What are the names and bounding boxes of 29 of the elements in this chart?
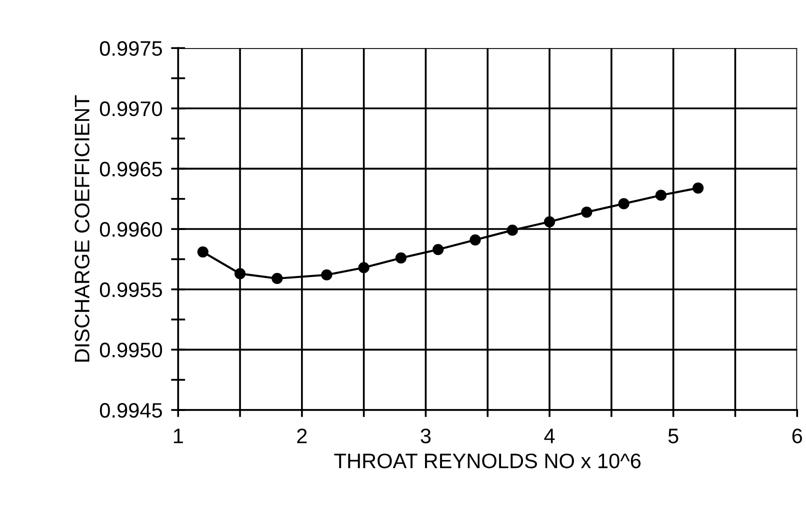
- x-tick-label: 2: [297, 428, 307, 444]
- point: [655, 190, 667, 201]
- y-tick-label: 0.9945: [100, 402, 162, 418]
- point: [234, 268, 246, 280]
- point: [395, 252, 407, 264]
- point: [506, 224, 518, 236]
- point: [470, 234, 481, 246]
- y-tick-label: 0.9955: [100, 282, 162, 298]
- x-tick-label: 6: [792, 428, 802, 444]
- point: [272, 272, 283, 284]
- y-tick-label: 0.9950: [100, 342, 162, 358]
- point: [358, 262, 370, 274]
- y-tick-label: 0.9970: [100, 101, 162, 116]
- y-tick-label: 0.9965: [100, 162, 162, 176]
- point: [197, 246, 208, 258]
- x-tick-label: 5: [668, 428, 678, 444]
- point: [581, 206, 592, 218]
- x-tick-label: 4: [544, 428, 555, 444]
- x-tick-label: 3: [420, 428, 431, 444]
- x-axis-title: THROAT REYNOLDS NO x 10^6: [334, 454, 641, 468]
- point: [432, 244, 444, 256]
- y-tick-label: 0.9960: [100, 222, 162, 237]
- x-tick-label: 1: [174, 428, 183, 444]
- point: [692, 182, 704, 194]
- point: [544, 216, 556, 228]
- point: [618, 198, 630, 210]
- point: [321, 269, 332, 280]
- y-tick-label: 0.9975: [100, 41, 162, 56]
- y-axis-title: DISCHARGE COEFFICIENT: [74, 95, 90, 362]
